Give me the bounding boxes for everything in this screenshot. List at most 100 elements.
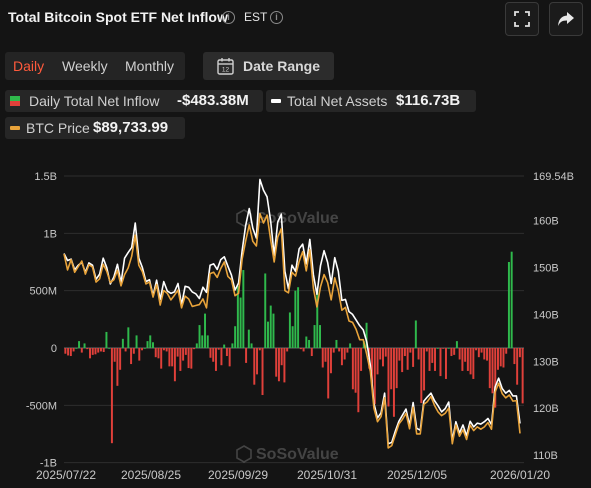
inflow-bar bbox=[146, 341, 149, 348]
y-left-tick-label: -1B bbox=[40, 458, 57, 470]
inflow-bar bbox=[190, 348, 193, 369]
inflow-bar bbox=[201, 335, 204, 348]
date-range-label: Date Range bbox=[243, 58, 321, 74]
legend-inflow-label: Daily Total Net Inflow bbox=[29, 93, 160, 109]
watermark-text-bottom: SoSoValue bbox=[256, 446, 339, 463]
legend-btc-price[interactable]: BTC Price $89,733.99 bbox=[5, 117, 185, 139]
inflow-bar bbox=[360, 348, 363, 371]
inflow-bar bbox=[80, 348, 83, 353]
legend-net-assets[interactable]: Total Net Assets $116.73B bbox=[266, 90, 476, 112]
legend-inflow-value: -$483.38M bbox=[177, 92, 249, 109]
inflow-bar bbox=[420, 348, 423, 404]
inflow-bar bbox=[417, 348, 420, 360]
inflow-bar bbox=[455, 341, 458, 348]
inflow-bar bbox=[469, 348, 472, 375]
date-range-button[interactable]: 12 Date Range bbox=[203, 52, 334, 80]
inflow-bar bbox=[373, 348, 376, 405]
inflow-bar bbox=[461, 348, 464, 371]
inflow-bar bbox=[365, 322, 368, 348]
x-tick-label: 2025/10/31 bbox=[297, 468, 357, 482]
legend-inflow[interactable]: Daily Total Net Inflow -$483.38M bbox=[5, 90, 263, 112]
inflow-bar bbox=[69, 348, 72, 357]
inflow-bar bbox=[206, 335, 209, 348]
inflow-bar bbox=[64, 348, 67, 354]
period-tabs: Daily Weekly Monthly bbox=[5, 52, 185, 80]
inflow-bar bbox=[288, 312, 291, 348]
watermark-bottom: SoSoValue bbox=[236, 445, 339, 463]
inflow-bar bbox=[225, 348, 228, 357]
inflow-bar bbox=[220, 348, 223, 366]
inflow-bar bbox=[453, 348, 456, 355]
inflow-bar bbox=[466, 348, 469, 371]
inflow-bar bbox=[338, 348, 341, 352]
inflow-bar bbox=[280, 348, 283, 366]
inflow-bar bbox=[502, 348, 505, 368]
y-right-tick-label: 160B bbox=[533, 216, 559, 228]
timezone-info-icon[interactable]: i bbox=[270, 11, 283, 24]
inflow-bar bbox=[234, 326, 237, 348]
inflow-bar bbox=[428, 348, 431, 371]
legend-assets-label: Total Net Assets bbox=[287, 93, 388, 109]
tab-daily[interactable]: Daily bbox=[13, 58, 45, 74]
x-tick-label: 2025/07/22 bbox=[36, 468, 96, 482]
inflow-bar bbox=[491, 348, 494, 394]
inflow-bar bbox=[258, 348, 261, 351]
tab-weekly[interactable]: Weekly bbox=[62, 58, 108, 74]
inflow-bar bbox=[346, 348, 349, 353]
inflow-bar bbox=[113, 348, 116, 362]
y-right-tick-label: 130B bbox=[533, 356, 559, 368]
inflow-bar bbox=[171, 348, 174, 367]
inflow-bar bbox=[516, 348, 519, 385]
share-icon bbox=[558, 12, 574, 26]
inflow-bar bbox=[239, 297, 242, 348]
title-info-icon[interactable]: i bbox=[222, 11, 235, 24]
btc-legend-swatch bbox=[10, 126, 20, 130]
inflow-bar bbox=[343, 348, 346, 360]
fullscreen-button[interactable] bbox=[505, 2, 539, 36]
inflow-legend-swatch bbox=[10, 96, 20, 106]
inflow-bar bbox=[256, 348, 259, 375]
inflow-bar bbox=[299, 348, 302, 350]
net-assets-legend-swatch bbox=[271, 99, 281, 103]
inflow-bar bbox=[518, 348, 521, 358]
inflow-bar bbox=[72, 348, 75, 352]
inflow-bar bbox=[277, 348, 280, 382]
inflow-bar bbox=[302, 348, 305, 352]
inflow-bar bbox=[245, 348, 248, 363]
inflow-bar bbox=[324, 348, 327, 362]
inflow-bar bbox=[406, 348, 409, 370]
inflow-bar bbox=[488, 348, 491, 389]
watermark-text-top: SoSoValue bbox=[256, 210, 339, 227]
inflow-bar bbox=[121, 338, 124, 348]
inflow-bar bbox=[217, 348, 220, 350]
inflow-bar bbox=[409, 348, 412, 353]
inflow-bar bbox=[464, 348, 467, 362]
inflow-bar bbox=[308, 339, 311, 348]
inflow-bar bbox=[250, 343, 253, 348]
inflow-bar bbox=[242, 270, 245, 348]
calendar-icon-text: 12 bbox=[222, 67, 230, 74]
inflow-bar bbox=[94, 348, 97, 355]
share-button[interactable] bbox=[549, 2, 583, 36]
inflow-bar bbox=[390, 348, 393, 390]
inflow-bar bbox=[384, 348, 387, 357]
inflow-bar bbox=[310, 348, 313, 357]
inflow-bar bbox=[75, 348, 78, 349]
tab-monthly[interactable]: Monthly bbox=[125, 58, 175, 74]
inflow-bar bbox=[412, 348, 415, 367]
inflow-bar bbox=[340, 348, 343, 366]
inflow-bar bbox=[253, 348, 256, 385]
inflow-bar bbox=[313, 325, 316, 348]
y-right-tick-label: 150B bbox=[533, 263, 559, 275]
inflow-bar bbox=[354, 348, 357, 393]
inflow-bar bbox=[269, 305, 272, 348]
inflow-bar bbox=[135, 335, 138, 348]
inflow-bar bbox=[379, 348, 382, 360]
inflow-bar bbox=[483, 348, 486, 360]
inflow-bar bbox=[179, 348, 182, 371]
inflow-bar bbox=[291, 326, 294, 348]
inflow-bar bbox=[160, 348, 163, 369]
inflow-bar bbox=[357, 348, 360, 413]
y-right-tick-label: 120B bbox=[533, 403, 559, 415]
